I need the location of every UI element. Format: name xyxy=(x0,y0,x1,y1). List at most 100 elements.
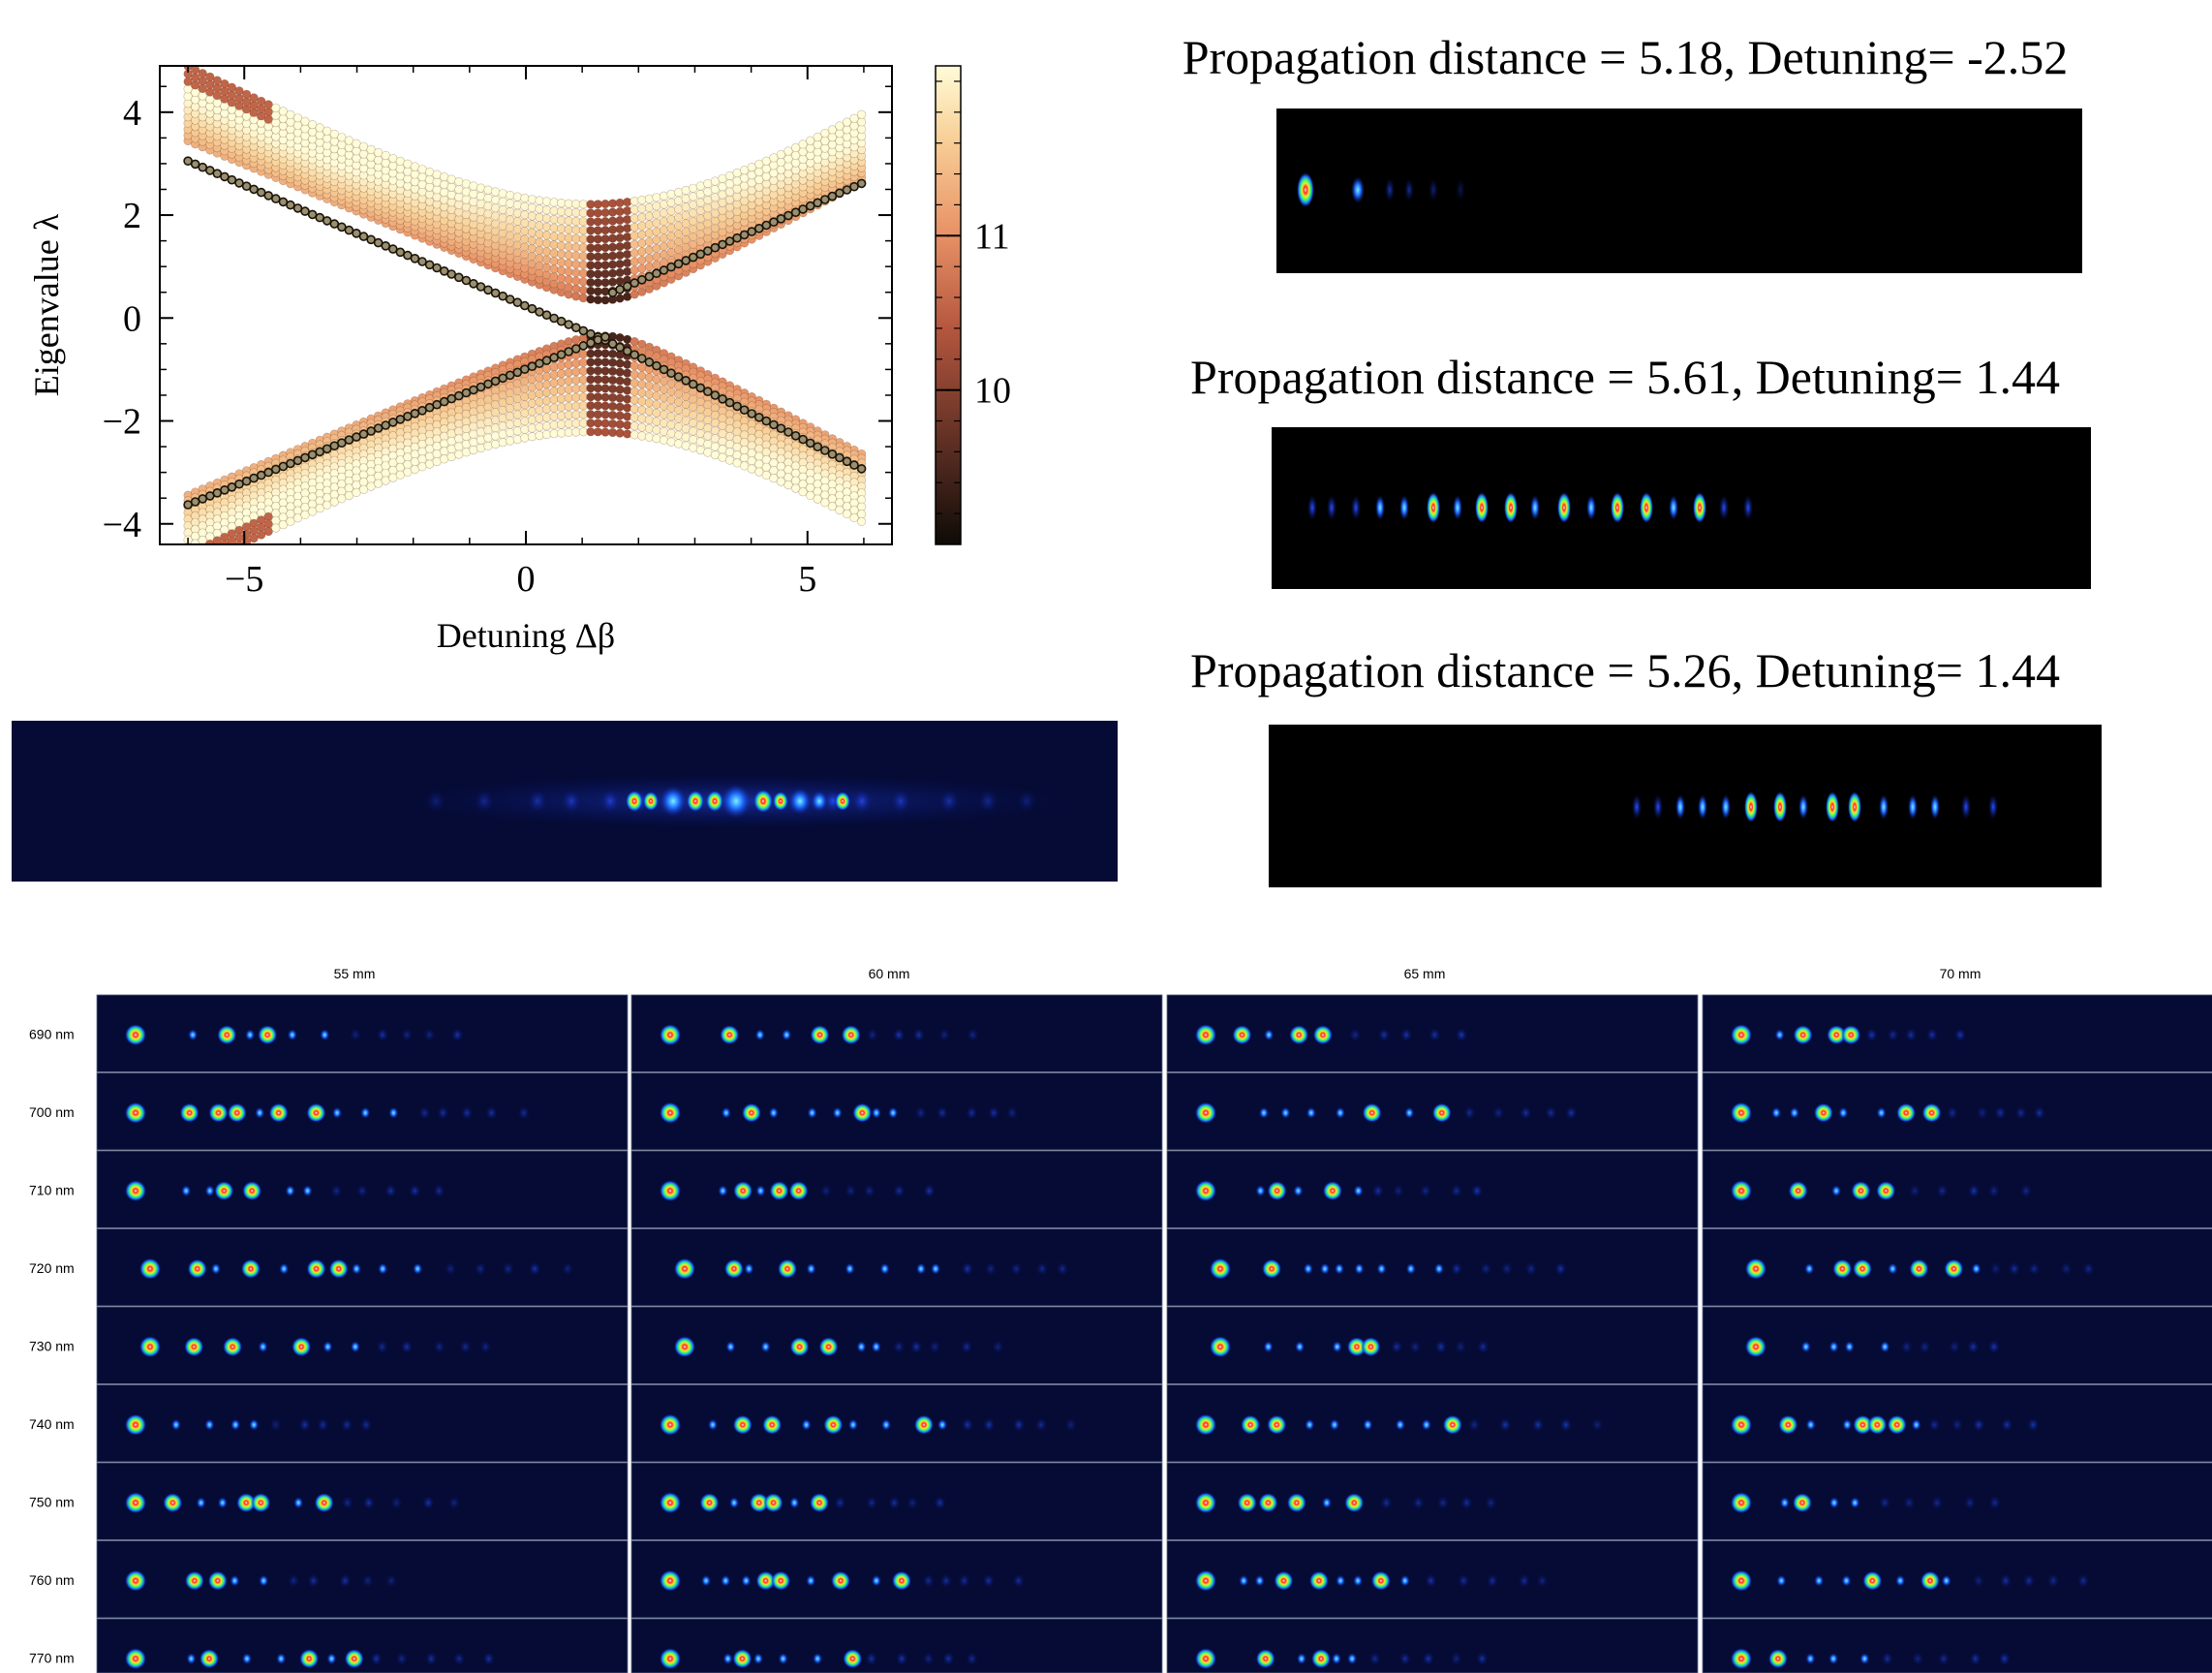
data-point xyxy=(673,187,684,198)
beam-spot xyxy=(760,1341,771,1353)
data-point xyxy=(469,446,478,455)
beam-spot xyxy=(741,1102,761,1123)
data-point xyxy=(535,253,544,263)
data-point xyxy=(666,232,676,241)
data-point xyxy=(366,144,376,154)
highlighted-point xyxy=(673,372,684,382)
data-point xyxy=(556,206,567,217)
highlighted-point xyxy=(652,268,661,279)
beam-spot xyxy=(1311,1649,1332,1669)
data-point xyxy=(227,529,236,539)
data-point xyxy=(535,422,544,432)
beam-spot xyxy=(1827,1025,1847,1045)
data-point xyxy=(849,113,859,123)
beam-spot xyxy=(413,1262,423,1275)
highlighted-point xyxy=(666,262,676,272)
data-point xyxy=(842,509,852,519)
beam-spot xyxy=(1793,1025,1813,1045)
beam-spot xyxy=(660,1024,681,1046)
highlighted-point xyxy=(732,401,742,412)
highlighted-point xyxy=(410,408,420,418)
highlighted-point xyxy=(819,446,830,455)
beam-spot xyxy=(1375,495,1385,520)
data-point xyxy=(483,209,493,219)
data-point xyxy=(535,431,544,441)
beam-spot xyxy=(769,1181,789,1201)
y-tick-label: 2 xyxy=(123,196,141,236)
highlighted-point xyxy=(761,220,772,231)
data-point xyxy=(600,278,610,288)
beam-spot xyxy=(1941,1574,1951,1587)
beam-spot xyxy=(1453,495,1462,520)
data-point xyxy=(754,467,764,477)
data-point xyxy=(623,224,632,233)
data-point xyxy=(527,390,538,400)
beam-spot xyxy=(1988,794,1998,820)
data-point xyxy=(703,448,713,457)
beam-spot xyxy=(208,1102,229,1123)
highlighted-point xyxy=(798,434,808,445)
highlighted-point xyxy=(286,200,295,210)
data-point xyxy=(673,196,684,205)
beam-spot xyxy=(1731,1413,1752,1436)
beam-spot xyxy=(1195,1024,1216,1046)
beam-spot xyxy=(707,1418,718,1431)
data-point xyxy=(564,275,573,285)
beam-spot xyxy=(674,1336,695,1358)
data-point xyxy=(856,510,867,519)
beam-spot xyxy=(163,1493,183,1513)
highlighted-point xyxy=(630,278,640,288)
beam-spot xyxy=(241,1653,252,1665)
data-point xyxy=(220,540,230,544)
data-point xyxy=(600,357,610,367)
data-point xyxy=(783,473,793,482)
data-point xyxy=(783,162,793,171)
highlighted-point xyxy=(527,303,538,314)
beam-spot xyxy=(806,1262,816,1275)
data-point xyxy=(600,269,610,279)
data-point xyxy=(644,398,655,408)
beam-spot xyxy=(1274,1570,1294,1591)
beam-spot xyxy=(240,1258,261,1279)
data-point xyxy=(600,384,610,393)
highlighted-point xyxy=(747,227,757,236)
beam-spot xyxy=(1297,172,1314,207)
data-point xyxy=(637,212,647,222)
data-point xyxy=(724,455,735,465)
data-point xyxy=(615,419,625,429)
data-point xyxy=(615,393,625,403)
beam-spot xyxy=(1798,794,1808,820)
data-point xyxy=(856,117,867,127)
colorbar-ticks: 10 11 xyxy=(936,80,1011,514)
data-point xyxy=(600,410,610,419)
data-point xyxy=(498,406,507,416)
highlighted-point xyxy=(381,420,391,430)
beam-spot xyxy=(125,1101,146,1124)
beam-spot xyxy=(236,1493,257,1513)
data-point xyxy=(615,367,625,377)
beam-spot xyxy=(1805,1653,1816,1665)
beam-spot xyxy=(1805,1418,1816,1431)
beam-spot xyxy=(1731,1101,1752,1124)
highlighted-point xyxy=(622,346,632,356)
data-point xyxy=(689,418,698,428)
highlighted-point xyxy=(769,419,779,430)
data-point xyxy=(249,534,259,543)
data-point xyxy=(227,90,236,100)
beam-spot xyxy=(1557,492,1571,523)
beam-spot xyxy=(1370,1570,1391,1591)
highlighted-point xyxy=(688,379,698,389)
data-point xyxy=(556,258,567,267)
x-axis-label: Detuning Δβ xyxy=(437,616,615,655)
beam-spot xyxy=(1895,1574,1906,1587)
data-point xyxy=(747,186,756,196)
data-point xyxy=(491,203,501,213)
beam-spot xyxy=(706,790,723,812)
highlighted-point xyxy=(593,334,603,345)
data-point xyxy=(549,232,559,241)
data-point xyxy=(652,227,661,236)
data-point xyxy=(703,423,713,433)
data-point xyxy=(556,360,567,371)
highlighted-point xyxy=(607,288,618,297)
highlighted-point xyxy=(798,204,808,214)
